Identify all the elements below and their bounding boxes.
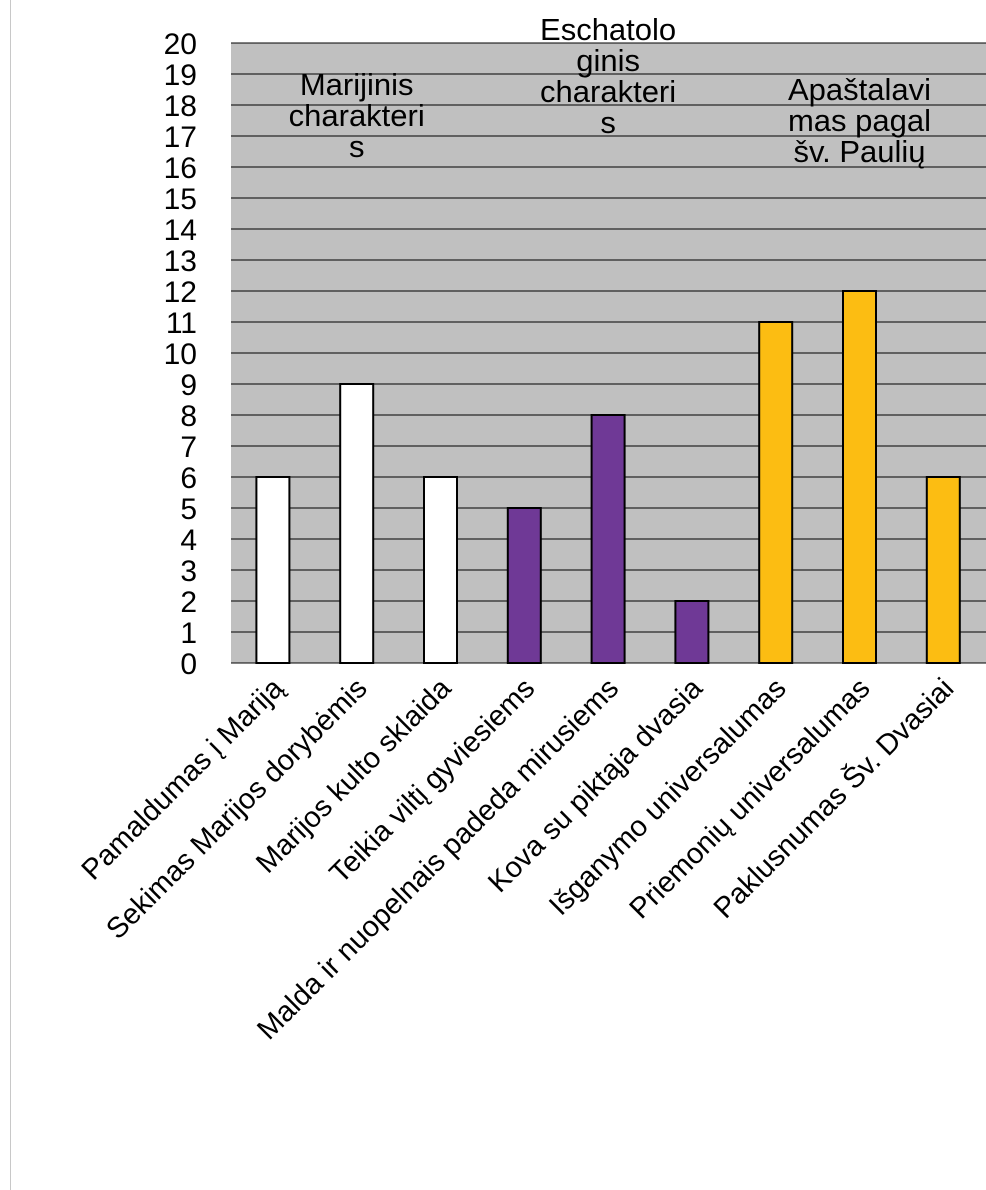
y-tick-label: 9 — [180, 369, 197, 402]
y-tick-label: 15 — [164, 183, 197, 216]
y-tick-label: 2 — [180, 586, 197, 619]
y-tick-label: 0 — [180, 648, 197, 681]
group-label: charakteri — [540, 74, 676, 109]
bar — [255, 476, 291, 664]
y-tick-label: 18 — [164, 90, 197, 123]
y-tick-label: 7 — [180, 431, 197, 464]
group-label: Apaštalavi — [788, 72, 931, 107]
y-tick-label: 19 — [164, 59, 197, 92]
y-tick-label: 11 — [166, 307, 197, 340]
y-tick-label: 10 — [164, 338, 197, 371]
y-tick-label: 4 — [180, 524, 197, 557]
bar — [925, 476, 961, 664]
y-tick-label: 5 — [180, 493, 197, 526]
group-label: šv. Paulių — [793, 134, 925, 169]
y-tick-label: 14 — [164, 214, 197, 247]
y-tick-label: 3 — [180, 555, 197, 588]
y-tick-label: 17 — [164, 121, 197, 154]
y-tick-label: 8 — [180, 400, 197, 433]
group-label: ginis — [576, 43, 640, 78]
page-edge-line — [10, 0, 11, 1190]
group-label: mas pagal — [788, 103, 931, 138]
bar — [842, 290, 877, 664]
y-tick-label: 13 — [164, 245, 197, 278]
y-tick-label: 20 — [164, 28, 197, 61]
bar — [590, 414, 626, 664]
bar — [506, 507, 542, 664]
group-label: Eschatolo — [540, 12, 676, 47]
y-tick-label: 12 — [164, 276, 197, 309]
group-label: charakteri — [289, 98, 425, 133]
group-label: s — [349, 129, 365, 164]
y-tick-label: 16 — [164, 152, 197, 185]
bar — [758, 321, 794, 664]
bar — [423, 476, 458, 664]
group-label: Marijinis — [300, 67, 414, 102]
y-tick-label: 1 — [180, 617, 197, 650]
bar — [339, 383, 375, 664]
bar — [674, 600, 710, 664]
y-tick-label: 6 — [180, 462, 197, 495]
group-label: s — [600, 105, 616, 140]
